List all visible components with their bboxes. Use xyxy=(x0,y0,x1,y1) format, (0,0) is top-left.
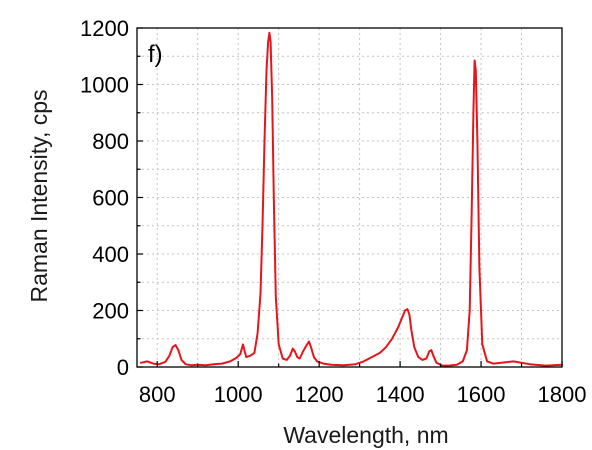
x-tick-label: 1200 xyxy=(295,382,344,407)
tick-labels: 800 1000 1200 1400 1600 1800 0 200 400 600 800 1000… xyxy=(80,16,586,407)
y-tick-label: 600 xyxy=(92,186,129,211)
x-axis-label: Wavelength, nm xyxy=(283,422,448,448)
x-tick-label: 1400 xyxy=(376,382,425,407)
x-tick-label: 800 xyxy=(139,382,176,407)
y-tick-label: 1200 xyxy=(80,16,129,41)
axis-ticks xyxy=(137,27,563,368)
x-tick-label: 1000 xyxy=(214,382,263,407)
series-layer xyxy=(140,31,563,367)
y-tick-label: 800 xyxy=(92,129,129,154)
y-axis-label: Raman Intensity, cps xyxy=(26,89,52,302)
spectrum-line-1 xyxy=(140,31,563,367)
y-tick-label: 400 xyxy=(92,242,129,267)
grid-lines xyxy=(137,28,562,367)
x-tick-label: 1600 xyxy=(457,382,506,407)
x-tick-label: 1800 xyxy=(538,382,587,407)
panel-label: f) xyxy=(148,41,163,68)
y-tick-label: 0 xyxy=(117,355,129,380)
y-tick-label: 1000 xyxy=(80,73,129,98)
y-tick-label: 200 xyxy=(92,299,129,324)
